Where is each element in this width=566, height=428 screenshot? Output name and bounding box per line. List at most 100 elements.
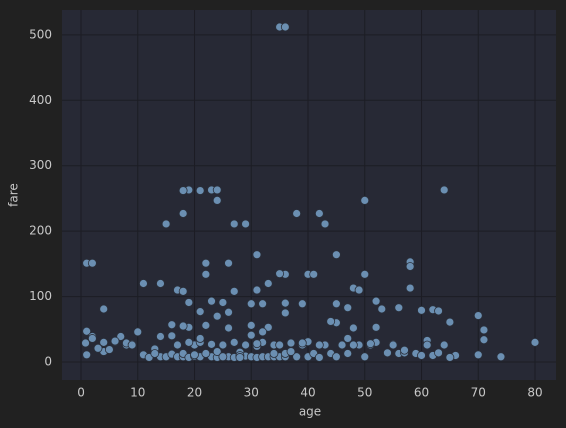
- point: [81, 338, 90, 348]
- point: [286, 347, 296, 356]
- plot-area: [62, 10, 556, 380]
- x-tick-label: 80: [527, 386, 542, 400]
- point: [156, 332, 165, 341]
- point: [297, 338, 307, 348]
- point: [377, 304, 387, 314]
- point: [280, 22, 290, 32]
- point: [445, 353, 455, 362]
- point: [434, 348, 443, 358]
- point: [286, 338, 296, 348]
- point: [349, 340, 358, 350]
- point: [201, 320, 211, 330]
- point: [224, 258, 233, 268]
- point: [87, 258, 97, 268]
- point: [218, 340, 228, 350]
- point: [201, 349, 211, 358]
- point: [343, 303, 353, 313]
- x-axis-label: age: [299, 405, 321, 419]
- point: [394, 303, 404, 313]
- point: [343, 334, 353, 343]
- point: [275, 340, 285, 350]
- point: [207, 339, 216, 349]
- point: [93, 343, 103, 353]
- point: [371, 322, 381, 332]
- point: [229, 286, 239, 296]
- point: [371, 296, 381, 306]
- point: [161, 219, 171, 229]
- point: [331, 352, 341, 362]
- point: [326, 317, 336, 326]
- point: [195, 307, 205, 317]
- point: [405, 283, 415, 293]
- point: [99, 304, 109, 314]
- point: [173, 340, 182, 350]
- point: [178, 209, 188, 218]
- x-tick-label: 20: [187, 386, 202, 400]
- point: [366, 339, 375, 349]
- point: [252, 339, 262, 349]
- point: [201, 258, 211, 268]
- point: [320, 219, 330, 229]
- point: [383, 348, 392, 358]
- point: [349, 323, 358, 333]
- point: [229, 337, 239, 347]
- point: [110, 336, 120, 346]
- point: [360, 269, 370, 279]
- point: [422, 340, 432, 350]
- point: [479, 325, 489, 335]
- point: [309, 269, 319, 279]
- point: [201, 269, 211, 279]
- point: [195, 186, 205, 195]
- point: [133, 327, 143, 337]
- x-tick-label: 70: [471, 386, 486, 400]
- point: [150, 349, 160, 358]
- point: [292, 352, 302, 362]
- x-tick-label: 50: [357, 386, 372, 400]
- point: [417, 351, 426, 360]
- point: [405, 262, 415, 271]
- point: [246, 320, 256, 330]
- point: [297, 299, 307, 309]
- point: [479, 335, 489, 345]
- y-axis-label: fare: [7, 183, 21, 207]
- point: [178, 286, 188, 296]
- point: [178, 321, 188, 331]
- point: [246, 299, 256, 309]
- point: [343, 349, 353, 358]
- point: [360, 352, 370, 362]
- point: [269, 349, 279, 358]
- x-tick-label: 10: [130, 386, 145, 400]
- x-tick-label: 40: [300, 386, 315, 400]
- point: [314, 353, 324, 362]
- point: [258, 327, 268, 337]
- point: [246, 330, 256, 340]
- point: [87, 334, 97, 343]
- point: [212, 185, 222, 195]
- point: [473, 311, 483, 320]
- point: [218, 298, 228, 307]
- y-tick-label: 100: [29, 289, 52, 303]
- point: [275, 269, 285, 279]
- point: [229, 219, 239, 229]
- point: [496, 352, 506, 362]
- x-tick-label: 60: [414, 386, 429, 400]
- point: [388, 340, 398, 350]
- point: [116, 332, 126, 341]
- point: [184, 337, 194, 347]
- point: [263, 279, 273, 288]
- point: [127, 340, 137, 350]
- y-tick-label: 300: [29, 158, 52, 172]
- point: [252, 285, 262, 295]
- point: [434, 306, 443, 316]
- point: [104, 345, 114, 354]
- point: [139, 279, 148, 288]
- point: [473, 350, 483, 360]
- x-tick-label: 0: [77, 386, 85, 400]
- point: [331, 299, 341, 309]
- point: [331, 250, 341, 260]
- point: [314, 340, 324, 350]
- point: [258, 299, 268, 309]
- point: [337, 340, 347, 350]
- point: [190, 350, 199, 360]
- y-tick-label: 0: [44, 355, 52, 369]
